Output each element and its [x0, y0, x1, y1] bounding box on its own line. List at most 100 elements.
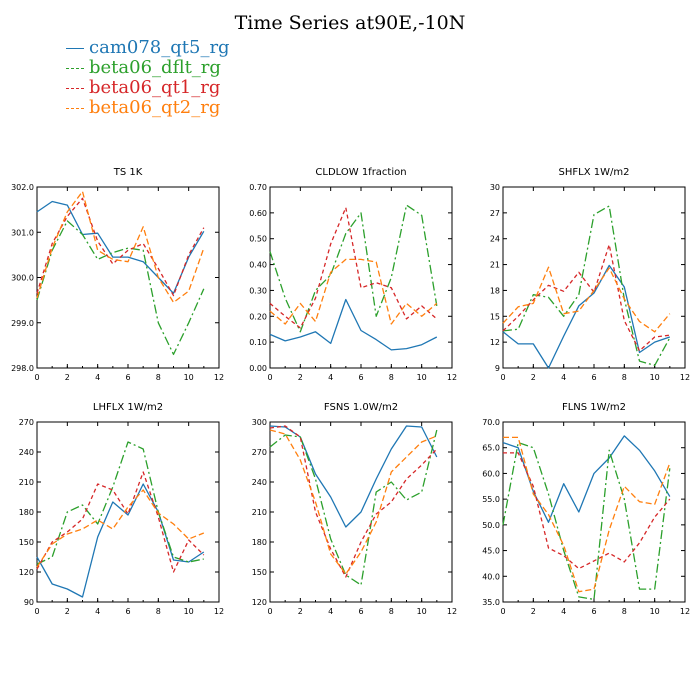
y-tick-label: 0.40 [249, 261, 267, 270]
y-tick-label: 27 [490, 209, 500, 218]
y-tick-label: 9 [495, 364, 500, 373]
y-tick-label: 180 [252, 538, 267, 547]
legend-label: beta06_qt2_rg [89, 97, 221, 118]
x-tick-label: 10 [184, 373, 194, 382]
x-tick-label: 0 [500, 607, 505, 616]
y-tick-label: 60.0 [482, 469, 500, 478]
x-tick-label: 6 [358, 607, 363, 616]
y-tick-label: 35.0 [482, 598, 500, 607]
x-tick-label: 6 [358, 373, 363, 382]
chart-title: CLDLOW 1fraction [315, 167, 406, 178]
legend-entry: beta06_qt1_rg [66, 78, 230, 98]
x-tick-label: 8 [389, 373, 394, 382]
y-tick-label: 0.00 [249, 364, 267, 373]
legend-swatch [66, 87, 84, 89]
y-tick-label: 50.0 [482, 521, 500, 530]
chart-title: SHFLX 1W/m2 [559, 167, 630, 178]
y-tick-label: 21 [490, 261, 500, 270]
y-tick-label: 12 [490, 338, 500, 347]
series-line [502, 244, 670, 352]
y-tick-label: 302.0 [11, 183, 34, 192]
series-line [503, 452, 671, 570]
series-line [36, 441, 204, 565]
legend-label: cam078_qt5_rg [89, 37, 230, 58]
y-tick-label: 90 [24, 598, 34, 607]
x-tick-label: 12 [214, 607, 224, 616]
series-line [269, 425, 438, 578]
series-line [502, 205, 671, 367]
x-tick-label: 10 [650, 607, 660, 616]
x-tick-label: 10 [417, 373, 427, 382]
chart-title: LHFLX 1W/m2 [93, 402, 163, 413]
y-tick-label: 120 [252, 598, 267, 607]
y-tick-label: 24 [490, 235, 500, 244]
plot-frame [36, 186, 220, 369]
x-tick-label: 8 [156, 607, 161, 616]
x-tick-label: 8 [622, 607, 627, 616]
series-line [36, 200, 205, 294]
series-line [502, 266, 671, 333]
x-tick-label: 4 [328, 373, 333, 382]
x-tick-label: 2 [298, 373, 303, 382]
x-tick-label: 10 [417, 607, 427, 616]
x-tick-label: 12 [680, 607, 690, 616]
series-line [269, 429, 438, 575]
y-tick-label: 65.0 [482, 444, 500, 453]
x-tick-label: 0 [267, 607, 272, 616]
y-tick-label: 30 [490, 183, 500, 192]
x-tick-label: 12 [214, 373, 224, 382]
legend-entry: cam078_qt5_rg [66, 38, 230, 58]
series-line [36, 471, 205, 573]
y-tick-label: 300.0 [11, 274, 34, 283]
y-tick-label: 0.30 [249, 286, 267, 295]
x-tick-label: 2 [65, 607, 70, 616]
chart-panel: FSNS 1.0W/m2 0 2 4 6 8 10 12 120 150 180 210 240 270 3… [252, 402, 457, 616]
y-tick-label: 270 [19, 418, 34, 427]
legend-label: beta06_dflt_rg [89, 57, 221, 78]
x-tick-label: 4 [561, 373, 566, 382]
y-tick-label: 70.0 [482, 418, 500, 427]
y-tick-label: 300 [252, 418, 267, 427]
y-tick-label: 150 [252, 568, 267, 577]
legend: cam078_qt5_rg beta06_dflt_rg beta06_qt1_… [66, 38, 230, 118]
series-line [269, 207, 438, 329]
x-tick-label: 10 [184, 607, 194, 616]
x-tick-label: 6 [125, 373, 130, 382]
x-tick-label: 10 [650, 373, 660, 382]
x-tick-label: 4 [328, 607, 333, 616]
x-tick-label: 2 [65, 373, 70, 382]
series-line [269, 429, 438, 586]
x-tick-label: 6 [591, 607, 596, 616]
y-tick-label: 210 [252, 508, 267, 517]
chart-title: FLNS 1W/m2 [562, 402, 626, 413]
series-line [36, 489, 205, 568]
x-tick-label: 12 [680, 373, 690, 382]
y-tick-label: 55.0 [482, 495, 500, 504]
y-tick-label: 0.10 [249, 338, 267, 347]
chart-title: TS 1K [113, 167, 143, 178]
x-tick-label: 0 [34, 373, 39, 382]
y-tick-label: 15 [490, 312, 500, 321]
y-tick-label: 299.0 [11, 319, 34, 328]
x-tick-label: 8 [156, 373, 161, 382]
y-tick-label: 18 [490, 286, 500, 295]
series-line [269, 204, 438, 333]
series-line [503, 436, 671, 593]
plot-frame [502, 421, 686, 603]
legend-entry: beta06_qt2_rg [66, 98, 230, 118]
x-tick-label: 6 [125, 607, 130, 616]
chart-panel: CLDLOW 1fraction 0 2 4 6 8 10 12 0.00 0.10 0.20 0.3… [249, 167, 457, 382]
x-tick-label: 8 [622, 373, 627, 382]
chart-panel: TS 1K 0 2 4 6 8 10 12 298.0 299.0 300.0 301.0 302.0 [11, 167, 224, 382]
page-title: Time Series at90E,-10N [234, 12, 466, 34]
y-tick-label: 0.20 [249, 312, 267, 321]
legend-entry: beta06_dflt_rg [66, 58, 230, 78]
y-tick-label: 150 [19, 538, 34, 547]
y-tick-label: 0.60 [249, 209, 267, 218]
series-line [269, 258, 438, 325]
series-line [269, 298, 438, 351]
x-tick-label: 0 [500, 373, 505, 382]
y-tick-label: 0.70 [249, 183, 267, 192]
x-tick-label: 2 [531, 373, 536, 382]
x-tick-label: 4 [561, 607, 566, 616]
